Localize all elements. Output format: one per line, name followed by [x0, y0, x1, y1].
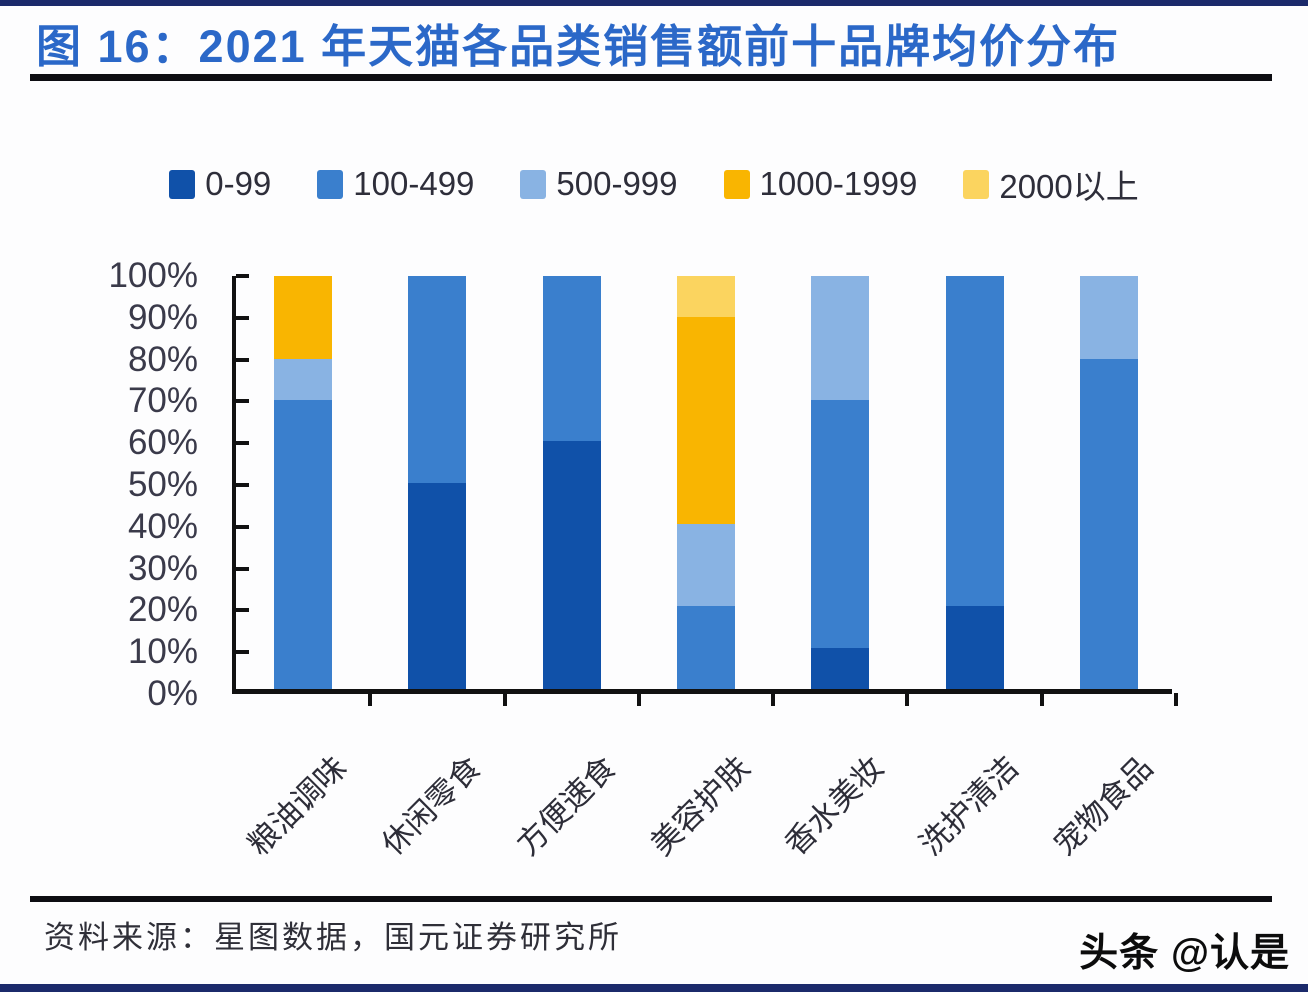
bar-segment-洗护清洁-100-499 — [945, 276, 1004, 607]
stacked-bar-宠物食品 — [1079, 276, 1138, 689]
bar-slot-洗护清洁 — [907, 276, 1041, 689]
legend-swatch-icon — [317, 169, 344, 199]
legend-item-100-499: 100-499 — [317, 165, 474, 203]
legend-item-0-99: 0-99 — [169, 165, 271, 203]
bar-segment-香水美妆-500-999 — [811, 276, 870, 400]
bar-segment-休闲零食-0-99 — [408, 482, 467, 689]
chart-legend: 0-99 100-499 500-999 1000-1999 2000以上 — [0, 160, 1308, 208]
legend-item-1000-1999: 1000-1999 — [723, 165, 918, 203]
bar-slot-美容护肤 — [639, 276, 773, 689]
bar-slot-方便速食 — [505, 276, 639, 689]
bar-segment-美容护肤-100-499 — [676, 606, 735, 689]
legend-label: 1000-1999 — [759, 165, 918, 202]
plot-area — [232, 274, 1178, 706]
y-axis-label-50%: 50% — [127, 465, 198, 504]
legend-label: 2000以上 — [999, 168, 1139, 205]
legend-label: 500-999 — [556, 165, 678, 202]
bar-segment-香水美妆-0-99 — [811, 647, 870, 689]
legend-swatch-icon — [520, 169, 547, 199]
figure-title: 图 16：2021 年天猫各品类销售额前十品牌均价分布 — [36, 21, 1121, 72]
y-axis-label-0%: 0% — [147, 674, 198, 713]
title-divider — [30, 74, 1272, 81]
watermark-text: 头条 @认是 — [1079, 932, 1290, 975]
legend-label: 0-99 — [205, 165, 272, 202]
source-text: 资料来源：星图数据，国元证券研究所 — [44, 920, 622, 955]
y-axis-label-40%: 40% — [127, 506, 198, 546]
x-axis-tick — [1174, 693, 1178, 706]
bar-segment-美容护肤-1000-1999 — [676, 317, 735, 524]
bar-segment-方便速食-0-99 — [542, 441, 601, 689]
bar-segment-宠物食品-100-499 — [1079, 358, 1138, 689]
y-axis-tick — [236, 399, 249, 404]
legend-item-2000以上: 2000以上 — [963, 160, 1139, 208]
legend-swatch-icon — [169, 169, 196, 199]
x-axis-tick — [502, 693, 507, 706]
stacked-bar-香水美妆 — [811, 276, 870, 689]
stacked-bar-粮油调味 — [274, 276, 333, 689]
bar-segment-粮油调味-1000-1999 — [274, 276, 333, 359]
bar-segment-洗护清洁-0-99 — [945, 606, 1004, 689]
bar-segment-宠物食品-500-999 — [1079, 276, 1138, 359]
x-axis-label-洗护清洁: 洗护清洁 — [912, 749, 1025, 863]
y-axis-label-10%: 10% — [127, 632, 198, 672]
x-axis-label-宠物食品: 宠物食品 — [1046, 749, 1160, 863]
bar-slot-香水美妆 — [773, 276, 907, 689]
y-axis-tick — [236, 524, 249, 529]
y-axis-tick — [236, 441, 249, 446]
y-axis-tick — [236, 566, 249, 571]
y-axis-tick — [236, 274, 249, 278]
x-axis-label-粮油调味: 粮油调味 — [241, 749, 354, 863]
stacked-bar-方便速食 — [542, 276, 601, 689]
x-axis-tick — [368, 693, 373, 706]
bar-segment-粮油调味-100-499 — [274, 399, 333, 689]
y-axis-tick — [236, 650, 249, 655]
x-axis-label-香水美妆: 香水美妆 — [778, 749, 891, 863]
y-axis-label-100%: 100% — [108, 256, 198, 295]
legend-swatch-icon — [963, 169, 990, 199]
y-axis-label-80%: 80% — [127, 339, 198, 379]
y-axis-label-60%: 60% — [127, 423, 198, 463]
x-axis-tick — [771, 693, 776, 706]
x-axis-label-美容护肤: 美容护肤 — [643, 749, 757, 863]
bar-segment-美容护肤-500-999 — [676, 523, 735, 607]
x-axis-tick — [1039, 693, 1044, 706]
top-border — [0, 0, 1308, 6]
y-axis-tick — [236, 608, 249, 613]
bar-slot-粮油调味 — [236, 276, 370, 689]
bar-segment-休闲零食-100-499 — [408, 276, 467, 483]
stacked-bar-休闲零食 — [408, 276, 467, 689]
bottom-border — [0, 984, 1308, 992]
bar-segment-方便速食-100-499 — [542, 276, 601, 442]
legend-item-500-999: 500-999 — [520, 165, 678, 203]
y-axis-tick — [236, 483, 249, 487]
bar-segment-美容护肤-2000以上 — [676, 276, 735, 318]
y-axis-label-20%: 20% — [127, 590, 198, 630]
y-axis-tick — [236, 315, 249, 320]
stacked-bar-洗护清洁 — [945, 276, 1004, 689]
source-divider — [30, 896, 1272, 902]
x-axis-label-休闲零食: 休闲零食 — [375, 749, 488, 863]
bar-segment-香水美妆-100-499 — [811, 399, 870, 648]
y-axis-label-70%: 70% — [127, 381, 198, 421]
y-axis-tick — [236, 357, 249, 362]
y-axis-label-30%: 30% — [127, 548, 198, 588]
bar-slot-宠物食品 — [1042, 276, 1176, 689]
bar-slot-休闲零食 — [370, 276, 504, 689]
x-axis-label-方便速食: 方便速食 — [509, 749, 623, 863]
y-axis-label-90%: 90% — [127, 297, 198, 337]
x-axis-tick — [636, 693, 641, 706]
x-axis-tick — [905, 693, 910, 706]
legend-label: 100-499 — [353, 165, 475, 202]
stacked-bar-美容护肤 — [676, 276, 735, 689]
legend-swatch-icon — [723, 169, 750, 199]
bar-segment-粮油调味-500-999 — [274, 358, 333, 400]
